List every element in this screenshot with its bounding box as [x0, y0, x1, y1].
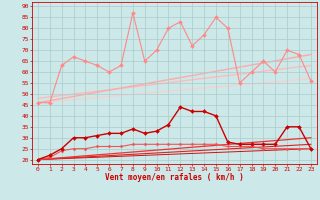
- X-axis label: Vent moyen/en rafales ( km/h ): Vent moyen/en rafales ( km/h ): [105, 173, 244, 182]
